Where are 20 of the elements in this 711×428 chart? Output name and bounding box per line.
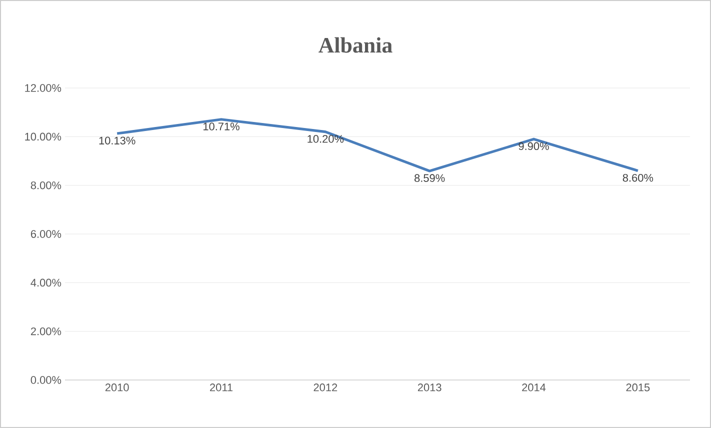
x-tick-label: 2014 bbox=[522, 384, 546, 392]
y-tick-label: 0.00% bbox=[30, 376, 62, 384]
x-tick-label: 2015 bbox=[626, 384, 650, 392]
data-label: 9.90% bbox=[518, 142, 549, 150]
y-tick-label: 2.00% bbox=[30, 327, 62, 336]
chart-title: Albania bbox=[318, 37, 392, 53]
x-tick-label: 2013 bbox=[418, 384, 442, 392]
data-label: 8.60% bbox=[622, 174, 654, 182]
data-label: 10.20% bbox=[308, 135, 344, 143]
y-tick-label: 6.00% bbox=[30, 230, 62, 238]
y-tick-label: 12.00% bbox=[25, 84, 62, 92]
y-tick-label: 4.00% bbox=[30, 278, 62, 287]
y-tick-label: 10.00% bbox=[25, 132, 62, 141]
x-tick-label: 2012 bbox=[314, 384, 338, 392]
data-label: 10.13% bbox=[99, 136, 136, 144]
x-tick-label: 2011 bbox=[210, 384, 232, 392]
x-tick-label: 2010 bbox=[105, 384, 129, 392]
y-tick-label: 8.00% bbox=[30, 181, 62, 190]
data-label: 10.71% bbox=[203, 122, 240, 130]
data-label: 8.59% bbox=[414, 174, 445, 182]
